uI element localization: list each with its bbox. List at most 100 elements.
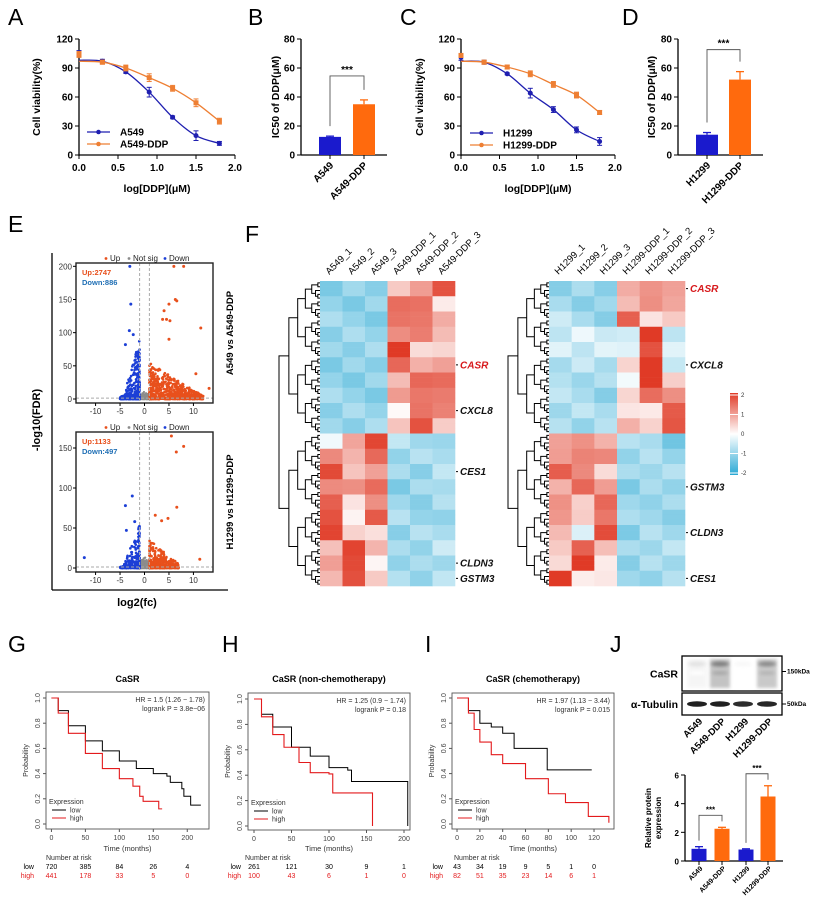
band-label: α-Tubulin — [631, 699, 678, 711]
dendrogram-branch — [311, 284, 318, 294]
heatmap-cell — [365, 479, 388, 485]
heatmap-cell — [617, 301, 640, 307]
heatmap-cell — [387, 458, 411, 465]
risk-row-label: high — [430, 873, 443, 880]
heatmap-cell — [365, 326, 388, 333]
survival-curve-low — [457, 697, 592, 771]
heatmap-cell — [571, 509, 595, 516]
heatmap-cell — [432, 372, 456, 378]
data-point — [173, 560, 177, 563]
legend-label: Up — [110, 254, 121, 263]
heatmap-cell — [549, 448, 572, 455]
data-point — [171, 382, 175, 386]
heatmap-cell — [410, 519, 433, 526]
data-point — [144, 559, 147, 562]
heatmap-cell — [320, 408, 343, 414]
volcano-points — [118, 264, 211, 401]
dendrogram-branch — [317, 473, 320, 478]
panel-label: J — [610, 631, 622, 657]
data-point — [194, 391, 197, 395]
dendrogram-branch — [540, 474, 547, 485]
heatmap-cell — [320, 428, 343, 434]
heatmap-cell — [571, 352, 595, 358]
heatmap-cell — [342, 377, 366, 383]
comparison-label: H1299 vs H1299-DDP — [225, 454, 236, 550]
hazard-ratio: HR = 1.25 (0.9 − 1.74) — [336, 698, 406, 705]
heatmap-cell — [387, 464, 411, 470]
data-point — [127, 329, 131, 333]
heatmap-cell — [594, 530, 618, 536]
heatmap-cell — [662, 331, 686, 338]
heatmap-cell — [571, 570, 595, 577]
plot-frame — [451, 692, 615, 830]
data-point — [133, 368, 136, 372]
heatmap-cell — [387, 479, 411, 485]
heatmap-cell — [617, 387, 640, 394]
dendrogram-branch — [533, 288, 541, 309]
dendrogram-branch — [546, 453, 549, 459]
heatmap-cell — [410, 458, 433, 465]
heatmap-cell — [571, 418, 595, 424]
bar-A549-DDP — [353, 104, 375, 155]
heatmap-cell — [365, 509, 388, 516]
heatmap-cell — [639, 550, 663, 556]
heatmap-cell — [662, 362, 686, 368]
heatmap-cell — [662, 336, 686, 343]
data-point — [136, 350, 139, 354]
x-tick-label: 20 — [476, 835, 484, 842]
heatmap-cell — [365, 504, 388, 511]
heatmap-cell — [410, 316, 433, 322]
heatmap-cell — [594, 433, 618, 439]
heatmap-cell — [432, 469, 456, 475]
heatmap-cell — [342, 428, 366, 434]
dendrogram-branch — [540, 322, 547, 333]
data-point — [152, 387, 155, 391]
heatmap-cell — [387, 565, 411, 572]
heatmap-cell — [639, 321, 663, 328]
panel-label: G — [8, 631, 26, 657]
heatmap-cell — [410, 448, 433, 455]
category-label: H1299 — [685, 160, 714, 189]
heatmap-cell — [617, 362, 640, 368]
x-tick-label: 100 — [565, 835, 577, 842]
data-point — [138, 381, 141, 385]
x-tick-label: 80 — [544, 835, 552, 842]
dendrogram-branch — [540, 360, 547, 371]
heatmap-cell — [549, 418, 572, 424]
dendrogram-branch — [304, 517, 312, 538]
heatmap-cell — [662, 311, 686, 317]
legend-marker — [96, 141, 101, 147]
heatmap-cell — [639, 336, 663, 343]
gene-label: CLDN3 — [690, 528, 724, 539]
data-point — [146, 89, 152, 95]
dendrogram-branch — [546, 408, 549, 414]
protein-band — [688, 661, 706, 667]
gene-label: CLDN3 — [460, 559, 494, 570]
heatmap-cell — [617, 392, 640, 399]
heatmap-cell — [365, 469, 388, 475]
heatmap-cell — [365, 413, 388, 419]
heatmap-cell — [594, 387, 618, 394]
heatmap-cell — [639, 499, 663, 505]
dendrogram-branch — [317, 453, 320, 459]
heatmap-cell — [365, 433, 388, 439]
heatmap-cell — [432, 438, 456, 444]
heatmap-cell — [320, 311, 343, 317]
heatmap-cell — [617, 479, 640, 485]
data-point — [158, 561, 161, 565]
dendrogram-branch — [317, 389, 320, 394]
heatmap-cell — [410, 362, 433, 368]
legend-label: H1299 — [503, 129, 533, 140]
heatmap-cell — [365, 474, 388, 480]
heatmap-cell — [617, 331, 640, 338]
heatmap-cell — [594, 575, 618, 582]
data-point — [162, 309, 166, 313]
heatmap-cell — [617, 525, 640, 531]
heatmap-cell — [432, 301, 456, 307]
data-point — [149, 379, 153, 383]
risk-value: 4 — [185, 864, 189, 871]
heatmap-cell — [387, 504, 411, 511]
data-point — [136, 374, 140, 378]
data-point — [130, 395, 134, 398]
y-tick-label: 100 — [59, 329, 73, 338]
